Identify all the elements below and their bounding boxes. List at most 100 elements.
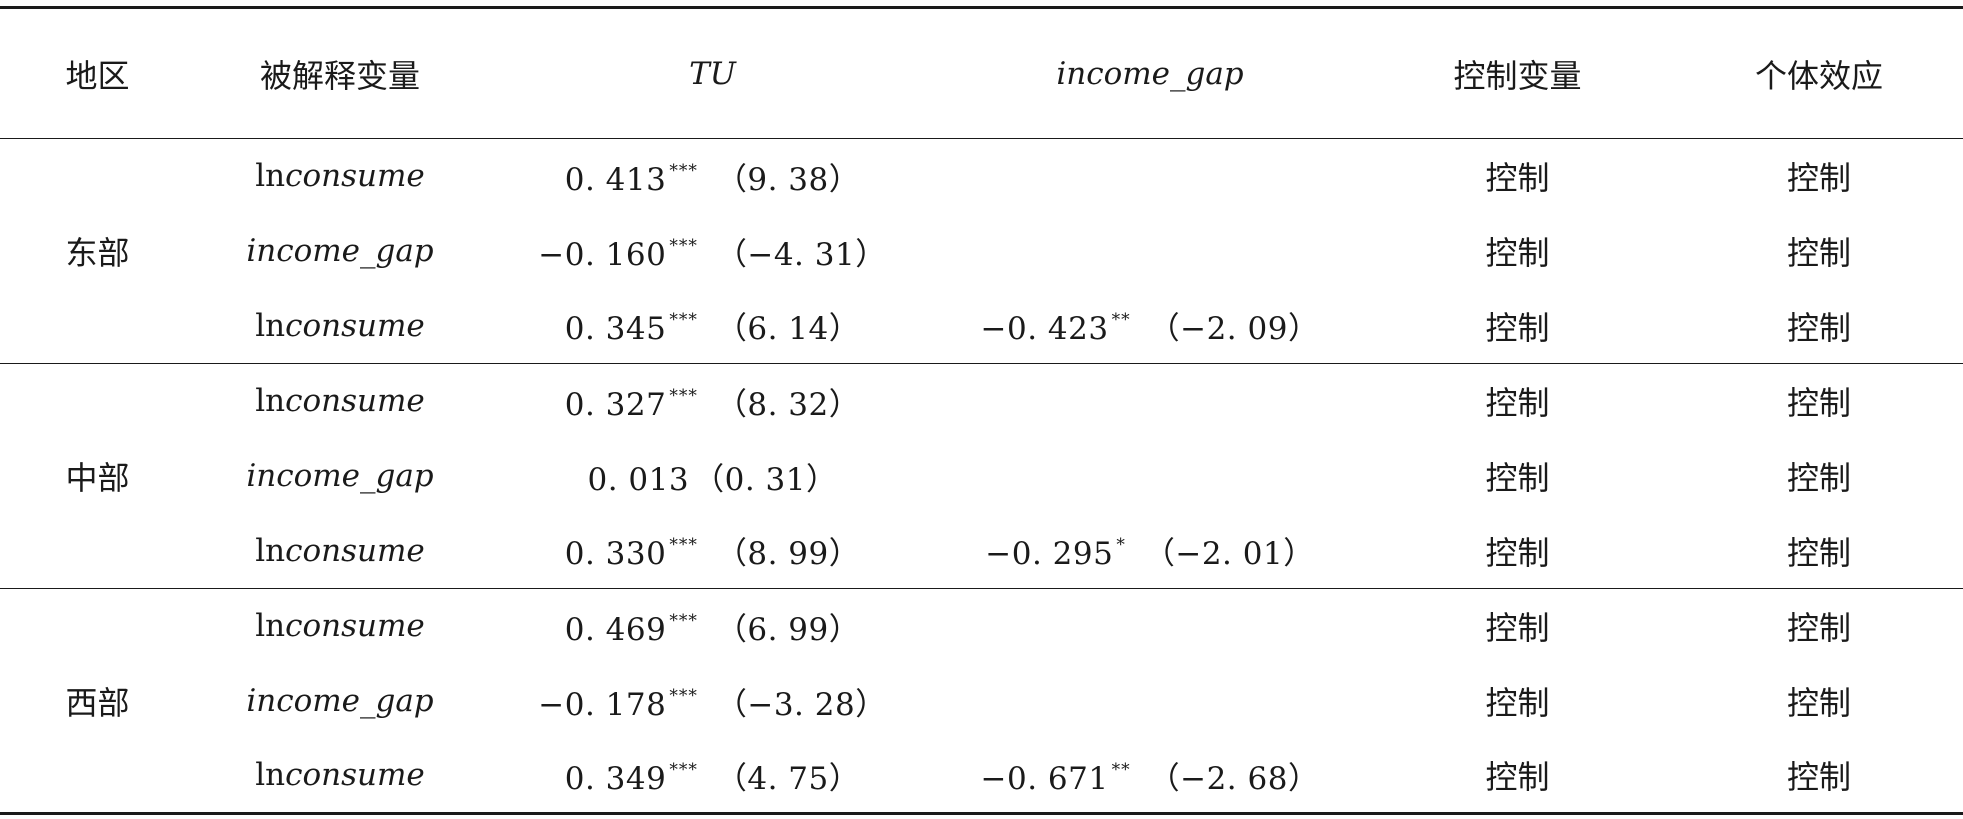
- tu-coefficient: −0. 160: [538, 236, 667, 273]
- table-header: 地区 被解释变量 TU income_gap 控制变量 个体效应: [0, 7, 1963, 139]
- header-tu: TU: [689, 55, 736, 92]
- tu-significance-stars: ***: [669, 235, 698, 256]
- header-region: 地区: [65, 56, 130, 95]
- tu-coefficient: 0. 345: [564, 311, 667, 348]
- tu-coefficient-cell: −0. 160 *** （−4. 31）: [485, 214, 940, 289]
- tu-coefficient-cell: 0. 013 （0. 31）: [485, 439, 940, 514]
- dependent-variable-name: income_gap: [246, 233, 434, 269]
- tu-coefficient: 0. 327: [564, 386, 667, 423]
- dependent-variable-cell: lnconsume: [195, 289, 485, 364]
- income-gap-coefficient-cell: −0. 295 * （−2. 01）: [940, 514, 1360, 589]
- tu-t-statistic: （6. 14）: [715, 311, 861, 348]
- individual-effect-cell: 控制: [1786, 533, 1851, 572]
- tu-coefficient: 0. 349: [564, 760, 667, 797]
- income-gap-coefficient-cell: [940, 214, 1360, 289]
- table-row: lnconsume 0. 345 *** （6. 14） −0. 423 ** （−2. 0…: [0, 289, 1963, 364]
- individual-effect-cell: 控制: [1786, 308, 1851, 347]
- tu-coefficient: 0. 413: [564, 161, 667, 198]
- table-row: 中部 lnconsume 0. 327 *** （8. 32） 控制 控制: [0, 364, 1963, 497]
- dependent-variable-name: income_gap: [246, 683, 434, 719]
- income-gap-coefficient: −0. 295: [985, 536, 1114, 573]
- individual-effect-cell: 控制: [1786, 459, 1851, 497]
- header-individual-effect: 个体效应: [1754, 56, 1883, 95]
- control-variables-cell: 控制: [1485, 684, 1550, 722]
- header-dependent-variable: 被解释变量: [259, 56, 420, 95]
- tu-coefficient-cell: 0. 413 *** （9. 38）: [485, 139, 940, 214]
- dependent-variable-prefix: ln: [255, 307, 286, 344]
- table-row: income_gap −0. 178 *** （−3. 28） 控制 控制: [0, 664, 1963, 739]
- region-group: 东部 lnconsume 0. 413 *** （9. 38） 控制 控制 income_ga…: [0, 139, 1963, 364]
- individual-effect-cell: 控制: [1786, 384, 1851, 423]
- region-label: 中部: [65, 459, 130, 497]
- dependent-variable-cell: lnconsume: [195, 589, 485, 664]
- control-variables-cell: 控制: [1485, 159, 1550, 198]
- dependent-variable-name: consume: [285, 383, 425, 420]
- region-group: 中部 lnconsume 0. 327 *** （8. 32） 控制 控制 income_ga…: [0, 364, 1963, 589]
- tu-coefficient-cell: 0. 349 *** （4. 75）: [485, 739, 940, 814]
- table-row: income_gap −0. 160 *** （−4. 31） 控制 控制: [0, 214, 1963, 289]
- dependent-variable-name: consume: [285, 307, 425, 344]
- individual-effect-cell: 控制: [1786, 684, 1851, 722]
- tu-t-statistic: （−3. 28）: [715, 686, 887, 723]
- tu-significance-stars: ***: [669, 160, 698, 181]
- table-row: 西部 lnconsume 0. 469 *** （6. 99） 控制 控制: [0, 589, 1963, 721]
- tu-t-statistic: （8. 32）: [715, 386, 861, 423]
- tu-t-statistic: （8. 99）: [715, 536, 861, 573]
- dependent-variable-cell: lnconsume: [195, 739, 485, 814]
- dependent-variable-cell: income_gap: [195, 664, 485, 739]
- table-row: lnconsume 0. 330 *** （8. 99） −0. 295 * （−2. 01…: [0, 514, 1963, 589]
- income-gap-coefficient-cell: [940, 139, 1360, 214]
- regression-table-container: 地区 被解释变量 TU income_gap 控制变量 个体效应 东部 lncon…: [0, 6, 1963, 815]
- income-gap-t-statistic: （−2. 09）: [1148, 311, 1320, 348]
- tu-coefficient-cell: 0. 469 *** （6. 99）: [485, 589, 940, 664]
- tu-t-statistic: （9. 38）: [715, 161, 861, 198]
- tu-coefficient: 0. 013: [587, 461, 690, 498]
- dependent-variable-prefix: ln: [255, 757, 286, 794]
- tu-significance-stars: ***: [669, 685, 698, 706]
- individual-effect-cell: 控制: [1786, 758, 1851, 797]
- income-gap-coefficient-cell: [940, 664, 1360, 739]
- header-income-gap: income_gap: [1056, 55, 1244, 92]
- tu-coefficient-cell: 0. 327 *** （8. 32）: [485, 364, 940, 439]
- tu-coefficient-cell: −0. 178 *** （−3. 28）: [485, 664, 940, 739]
- control-variables-cell: 控制: [1485, 533, 1550, 572]
- header-row: 地区 被解释变量 TU income_gap 控制变量 个体效应: [0, 8, 1963, 139]
- dependent-variable-prefix: ln: [255, 158, 286, 195]
- tu-coefficient: 0. 469: [564, 611, 667, 648]
- income-gap-coefficient: −0. 671: [980, 760, 1109, 797]
- regression-table: 地区 被解释变量 TU income_gap 控制变量 个体效应 东部 lncon…: [0, 6, 1963, 815]
- income-gap-significance-stars: **: [1111, 310, 1131, 331]
- dependent-variable-name: income_gap: [246, 458, 434, 494]
- tu-t-statistic: （0. 31）: [693, 461, 838, 498]
- dependent-variable-cell: income_gap: [195, 214, 485, 289]
- table-row: 东部 lnconsume 0. 413 *** （9. 38） 控制 控制: [0, 139, 1963, 272]
- tu-significance-stars: ***: [669, 610, 698, 631]
- tu-t-statistic: （6. 99）: [715, 611, 861, 648]
- income-gap-coefficient-cell: [940, 364, 1360, 439]
- income-gap-coefficient-cell: −0. 423 ** （−2. 09）: [940, 289, 1360, 364]
- income-gap-coefficient-cell: −0. 671 ** （−2. 68）: [940, 739, 1360, 814]
- dependent-variable-name: consume: [285, 532, 425, 569]
- individual-effect-cell: 控制: [1786, 234, 1851, 272]
- income-gap-coefficient-cell: [940, 589, 1360, 664]
- dependent-variable-name: consume: [285, 608, 425, 645]
- header-control-variables: 控制变量: [1453, 56, 1582, 95]
- table-row: lnconsume 0. 349 *** （4. 75） −0. 671 ** （−2. 6…: [0, 739, 1963, 814]
- tu-significance-stars: ***: [669, 535, 698, 556]
- tu-coefficient-cell: 0. 330 *** （8. 99）: [485, 514, 940, 589]
- dependent-variable-cell: lnconsume: [195, 364, 485, 439]
- control-variables-cell: 控制: [1485, 609, 1550, 648]
- dependent-variable-prefix: ln: [255, 383, 286, 420]
- control-variables-cell: 控制: [1485, 308, 1550, 347]
- tu-significance-stars: ***: [669, 759, 698, 780]
- tu-coefficient: −0. 178: [538, 686, 667, 723]
- region-group: 西部 lnconsume 0. 469 *** （6. 99） 控制 控制 income_ga…: [0, 589, 1963, 814]
- control-variables-cell: 控制: [1485, 234, 1550, 272]
- income-gap-t-statistic: （−2. 68）: [1148, 760, 1320, 797]
- dependent-variable-prefix: ln: [255, 532, 286, 569]
- dependent-variable-name: consume: [285, 757, 425, 794]
- dependent-variable-prefix: ln: [255, 608, 286, 645]
- income-gap-coefficient: −0. 423: [980, 311, 1109, 348]
- income-gap-t-statistic: （−2. 01）: [1143, 536, 1315, 573]
- control-variables-cell: 控制: [1485, 459, 1550, 497]
